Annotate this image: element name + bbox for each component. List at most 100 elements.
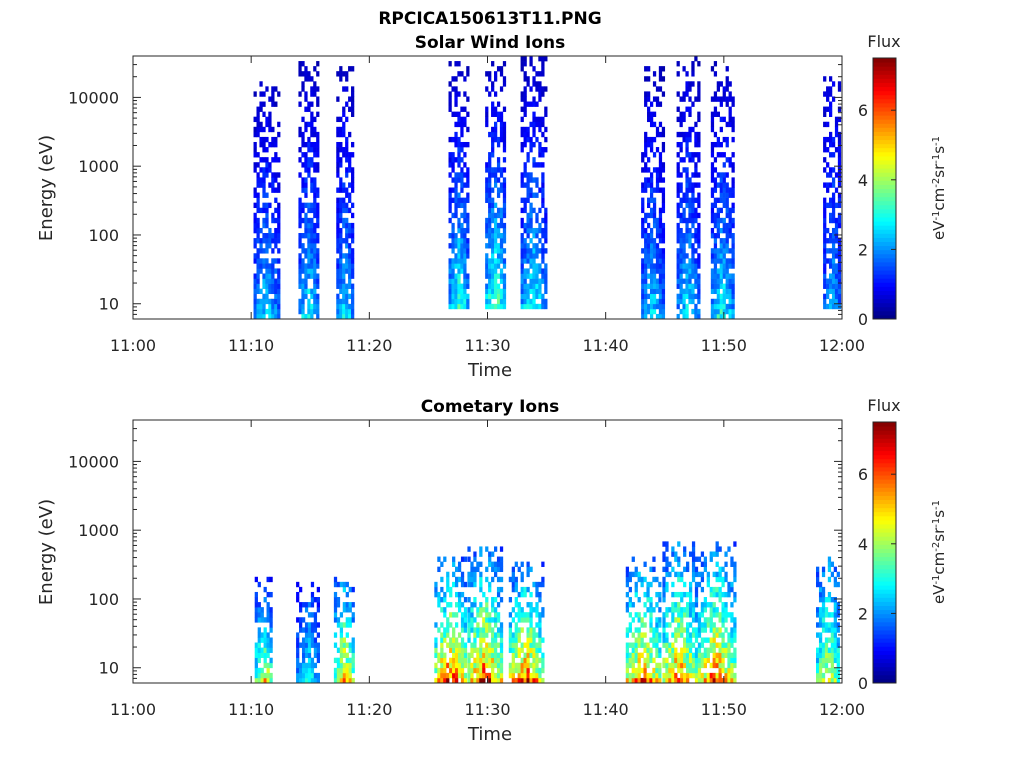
flux-cell xyxy=(494,217,498,224)
flux-cell xyxy=(674,662,678,669)
flux-cell xyxy=(713,91,718,97)
flux-cell xyxy=(731,263,735,269)
flux-cell xyxy=(496,556,501,562)
flux-cell xyxy=(691,541,696,547)
flux-cell xyxy=(265,172,269,178)
flux-cell xyxy=(727,667,731,674)
flux-cell xyxy=(703,607,707,613)
flux-cell xyxy=(526,632,530,638)
flux-cell xyxy=(722,96,726,102)
flux-cell xyxy=(342,207,346,214)
flux-cell xyxy=(485,253,489,259)
flux-cell xyxy=(655,96,660,102)
flux-cell xyxy=(706,652,710,659)
flux-cell xyxy=(491,642,495,648)
flux-cell xyxy=(688,672,693,679)
flux-cell xyxy=(703,602,707,608)
flux-cell xyxy=(529,136,533,143)
flux-cell xyxy=(529,238,533,244)
flux-cell xyxy=(336,263,340,269)
flux-cell xyxy=(837,298,842,305)
flux-cell xyxy=(348,268,352,274)
flux-cell xyxy=(467,622,471,628)
flux-cell xyxy=(494,677,498,684)
flux-cell xyxy=(733,576,737,583)
flux-cell xyxy=(716,283,720,289)
flux-cell xyxy=(532,101,536,107)
flux-cell xyxy=(310,253,314,259)
flux-cell xyxy=(721,581,725,588)
flux-cell xyxy=(301,627,306,633)
flux-cell xyxy=(502,227,507,234)
flux-cell xyxy=(336,141,340,148)
flux-cell xyxy=(520,662,524,669)
flux-cell xyxy=(463,248,467,254)
flux-cell xyxy=(448,91,452,97)
colorbar-tick-label: 0 xyxy=(858,674,868,693)
flux-cell xyxy=(671,602,675,608)
x-axis-ticks: 11:00 11:10 11:20 11:30 11:40 11:50 12:00 xyxy=(110,420,865,719)
flux-cell xyxy=(523,126,527,133)
flux-cell xyxy=(470,581,474,588)
flux-cell xyxy=(448,81,452,87)
flux-cell xyxy=(649,602,653,608)
flux-cell xyxy=(454,258,458,264)
flux-cell xyxy=(266,591,270,598)
flux-cell xyxy=(277,248,281,254)
flux-cell xyxy=(652,642,656,648)
flux-cell xyxy=(520,217,524,224)
flux-cell xyxy=(496,591,501,598)
flux-cell xyxy=(336,268,340,274)
flux-cell xyxy=(271,303,275,310)
colorbar-swatch xyxy=(873,217,896,222)
flux-cell xyxy=(460,126,464,133)
flux-cell xyxy=(298,66,302,72)
flux-cell xyxy=(448,217,452,224)
flux-cell xyxy=(434,647,438,653)
flux-cell xyxy=(494,657,498,664)
flux-cell xyxy=(496,248,501,254)
flux-cell xyxy=(824,647,829,653)
flux-cell xyxy=(437,652,441,659)
colorbar-swatch xyxy=(873,483,896,488)
flux-cell xyxy=(266,632,270,638)
flux-cell xyxy=(440,677,444,684)
panel-title: Solar Wind Ions xyxy=(415,33,566,53)
flux-cell xyxy=(728,217,732,224)
flux-cell xyxy=(266,607,270,613)
flux-cell xyxy=(520,657,524,664)
flux-cell xyxy=(688,293,692,300)
flux-cell xyxy=(685,308,689,315)
flux-cell xyxy=(722,222,726,229)
flux-cell xyxy=(336,273,340,279)
flux-cell xyxy=(728,106,732,112)
flux-cell xyxy=(265,212,269,219)
flux-cell xyxy=(658,652,662,659)
flux-cell xyxy=(628,627,632,633)
flux-cell xyxy=(688,263,692,269)
flux-cell xyxy=(479,612,483,618)
flux-cell xyxy=(694,627,699,633)
flux-cell xyxy=(316,233,320,239)
flux-cell xyxy=(818,632,823,638)
flux-cell xyxy=(253,192,257,198)
flux-cell xyxy=(544,111,548,117)
flux-cell xyxy=(494,131,498,138)
colorbar-swatch xyxy=(873,58,896,63)
flux-cell xyxy=(342,647,346,653)
flux-cell xyxy=(647,111,651,117)
flux-cell xyxy=(479,561,483,567)
flux-cell xyxy=(494,273,498,279)
flux-cell xyxy=(339,268,343,274)
flux-cell xyxy=(262,111,266,117)
flux-cell xyxy=(298,212,302,219)
flux-cell xyxy=(697,617,702,623)
flux-cell xyxy=(434,642,438,648)
flux-cell xyxy=(457,136,461,143)
flux-cell xyxy=(342,152,346,158)
flux-cell xyxy=(310,91,314,97)
flux-cell xyxy=(541,197,545,203)
flux-cell xyxy=(313,243,317,249)
flux-cell xyxy=(680,647,684,653)
flux-cell xyxy=(688,177,692,183)
